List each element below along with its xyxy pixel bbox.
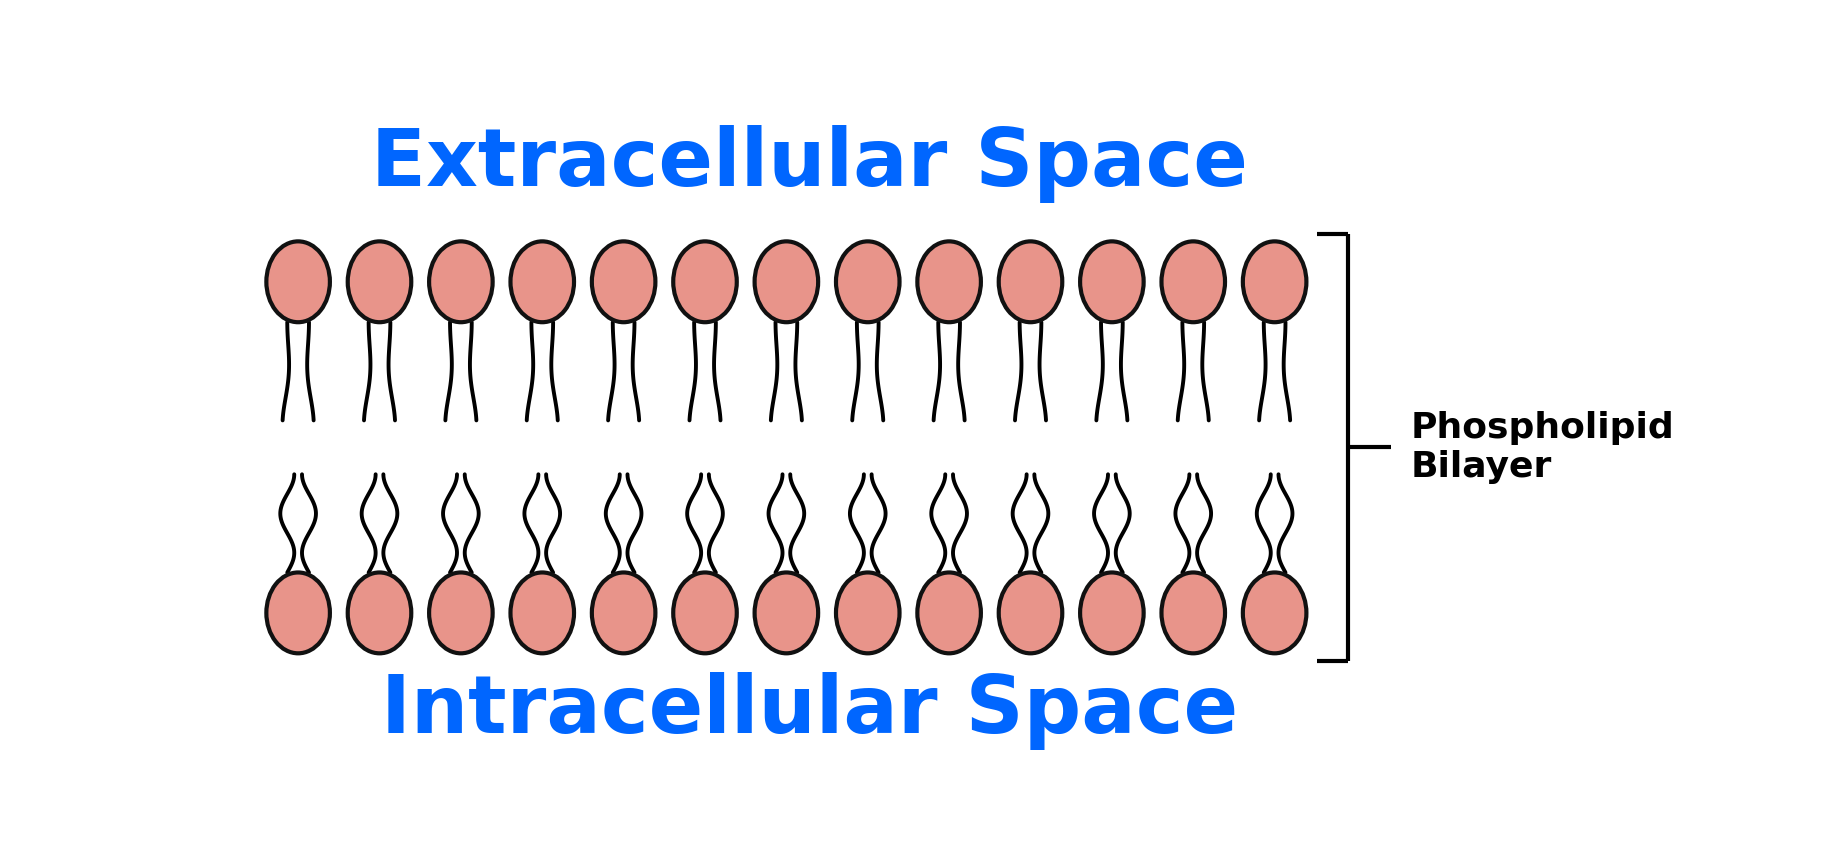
Ellipse shape — [267, 572, 331, 653]
Ellipse shape — [1080, 572, 1144, 653]
Ellipse shape — [347, 242, 411, 322]
Ellipse shape — [1162, 572, 1226, 653]
Ellipse shape — [999, 572, 1061, 653]
Ellipse shape — [837, 572, 899, 653]
Text: Extracellular Space: Extracellular Space — [371, 125, 1248, 203]
Ellipse shape — [592, 572, 656, 653]
Ellipse shape — [999, 242, 1061, 322]
Ellipse shape — [672, 242, 736, 322]
Ellipse shape — [1242, 242, 1306, 322]
Ellipse shape — [837, 242, 899, 322]
Ellipse shape — [917, 242, 981, 322]
Ellipse shape — [347, 572, 411, 653]
Ellipse shape — [672, 572, 736, 653]
Ellipse shape — [755, 242, 818, 322]
Ellipse shape — [1242, 572, 1306, 653]
Ellipse shape — [1162, 242, 1226, 322]
Ellipse shape — [1080, 242, 1144, 322]
Ellipse shape — [510, 242, 574, 322]
Ellipse shape — [429, 242, 493, 322]
Ellipse shape — [755, 572, 818, 653]
Ellipse shape — [592, 242, 656, 322]
Ellipse shape — [510, 572, 574, 653]
Ellipse shape — [917, 572, 981, 653]
Ellipse shape — [267, 242, 331, 322]
Text: Intracellular Space: Intracellular Space — [382, 672, 1239, 750]
Ellipse shape — [429, 572, 493, 653]
Text: Phospholipid
Bilayer: Phospholipid Bilayer — [1410, 410, 1674, 484]
